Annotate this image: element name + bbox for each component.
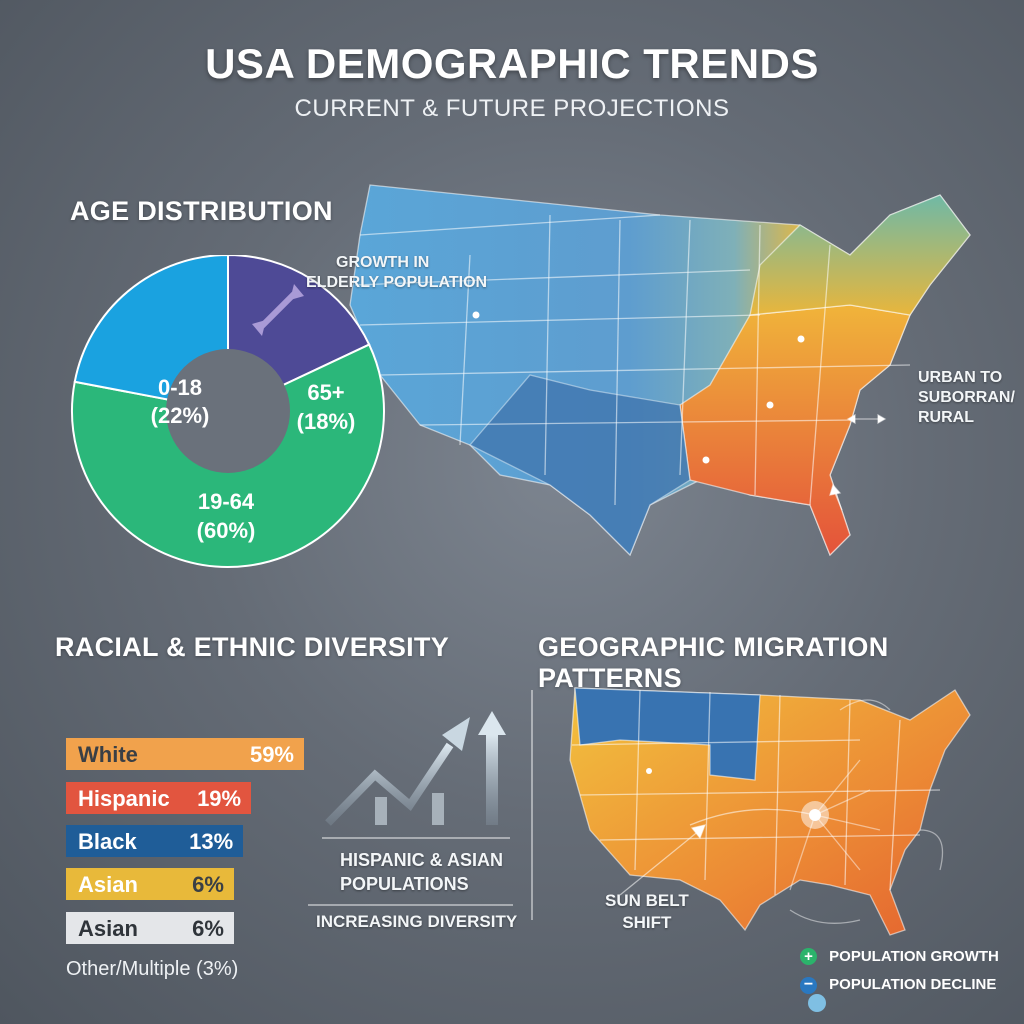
urban-note-line2: SUBORRAN/ — [918, 389, 1015, 406]
slice-label-0-18: 0-18 — [158, 375, 202, 400]
page-subtitle: CURRENT & FUTURE PROJECTIONS — [294, 95, 730, 122]
age-distribution-heading: AGE DISTRIBUTION — [70, 196, 333, 226]
minus-icon: − — [800, 977, 817, 994]
donut-hole — [166, 349, 290, 473]
decline-dot-icon — [808, 994, 826, 1013]
divider-upper — [322, 837, 510, 839]
sun-belt-line2: SHIFT — [622, 913, 672, 932]
legend-decline: − POPULATION DECLINE — [800, 976, 1024, 1013]
bar-black: Black 13% — [66, 825, 244, 857]
diversity-note: HISPANIC & ASIAN POPULATIONS — [340, 848, 503, 896]
legend-decline-label: POPULATION DECLINE — [829, 976, 997, 993]
urban-note-line3: RURAL — [918, 409, 974, 426]
bar-label-asian: Asian — [78, 872, 138, 897]
growth-arrow-icon — [252, 284, 304, 336]
bar-value-hispanic: 19% — [197, 786, 242, 811]
bar-label-black: Black — [78, 829, 137, 854]
bar-value-black: 13% — [189, 829, 234, 854]
sun-belt-callout: SUN BELT SHIFT — [605, 890, 689, 934]
bar-asian-2: Asian 6% — [66, 912, 234, 944]
sun-belt-line1: SUN BELT — [605, 891, 689, 910]
diversity-note-line1: HISPANIC & ASIAN — [340, 850, 504, 870]
page-title: USA DEMOGRAPHIC TRENDS — [205, 40, 819, 87]
migration-heading: GEOGRAPHIC MIGRATION PATTERNS — [538, 632, 889, 693]
slice-label-19-64: 19-64 — [198, 489, 255, 514]
bar-label-hispanic: Hispanic — [78, 786, 170, 811]
legend-growth-label: POPULATION GROWTH — [829, 948, 999, 965]
diversity-note-line2: POPULATIONS — [340, 874, 469, 894]
elderly-note-line2: ELDERLY POPULATION — [306, 274, 488, 291]
bar-value-asian: 6% — [192, 872, 224, 897]
usa-trend-map — [330, 175, 990, 565]
bar-value-asian-2: 6% — [192, 916, 224, 941]
trend-chart-icon — [325, 711, 506, 826]
increasing-diversity-note: INCREASING DIVERSITY — [316, 912, 518, 931]
slice-pct-19-64: (60%) — [197, 518, 256, 543]
migration-map — [560, 680, 980, 940]
legend-growth: + POPULATION GROWTH — [800, 948, 999, 965]
plus-icon: + — [800, 948, 817, 965]
diversity-heading: RACIAL & ETHNIC DIVERSITY — [55, 632, 450, 662]
bar-asian: Asian 6% — [66, 868, 234, 900]
section-divider — [531, 690, 533, 920]
bar-white: White 59% — [66, 738, 304, 770]
elderly-note-line1: GROWTH IN — [336, 254, 430, 271]
divider-lower — [308, 904, 513, 906]
slice-pct-0-18: (22%) — [151, 403, 210, 428]
bar-hispanic: Hispanic 19% — [66, 782, 252, 814]
elderly-growth-note: GROWTH IN ELDERLY POPULATION — [306, 253, 487, 293]
slice-label-65: 65+ — [307, 380, 344, 405]
urban-note-line1: URBAN TO — [918, 369, 1003, 386]
bar-label-white: White — [78, 742, 138, 767]
bar-value-white: 59% — [249, 742, 294, 767]
slice-pct-65: (18%) — [297, 409, 356, 434]
other-multiple-label: Other/Multiple (3%) — [66, 958, 239, 980]
urban-suburban-note: URBAN TO SUBORRAN/ RURAL — [918, 368, 1015, 428]
bar-label-asian-2: Asian — [78, 916, 138, 941]
age-donut-chart: 0-18 (22%) 19-64 (60%) 65+ (18%) — [71, 255, 385, 568]
